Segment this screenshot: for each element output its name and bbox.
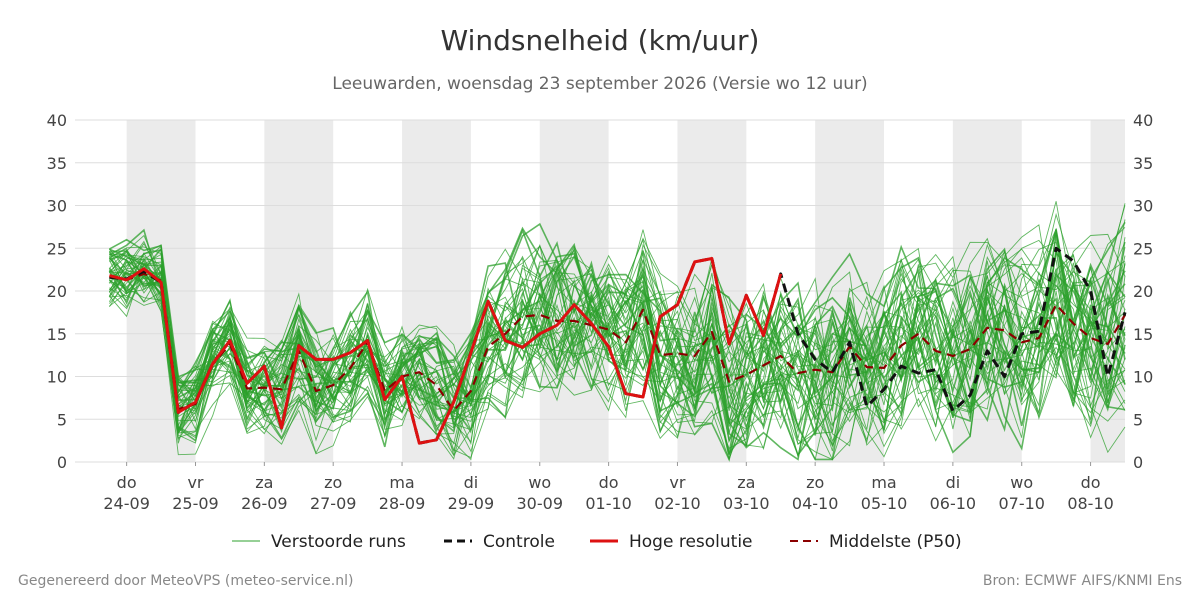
series-line-hires	[109, 257, 783, 445]
x-tick-date-1: 25-09	[172, 494, 219, 513]
ensemble-run-35	[108, 234, 1126, 457]
x-tick-day-3: zo	[324, 473, 342, 492]
ensemble-run-47	[109, 237, 1126, 455]
x-tick-day-8: vr	[669, 473, 685, 492]
ensemble-run-43	[108, 251, 1126, 430]
y-tick-left-5: 5	[57, 410, 67, 429]
x-tick-date-10: 04-10	[792, 494, 839, 513]
y-tick-right-10: 10	[1133, 368, 1153, 387]
x-tick-date-12: 06-10	[930, 494, 977, 513]
y-tick-right-5: 5	[1133, 410, 1143, 429]
ensemble-run-44	[108, 252, 1126, 445]
x-tick-day-9: za	[737, 473, 755, 492]
x-axis: do 24-09 vr 25-09 za 26-09 zo 27-09 ma 28-09 di 29-…	[103, 462, 1114, 513]
x-tick-day-10: zo	[806, 473, 824, 492]
footer-source: Bron: ECMWF AIFS/KNMI Ens	[983, 573, 1182, 589]
x-tick-date-14: 08-10	[1067, 494, 1114, 513]
y-axis-left: 0 5 10 15 20 25 30 35 40	[47, 111, 67, 472]
y-tick-left-40: 40	[47, 111, 67, 130]
ensemble-run-17	[109, 233, 1126, 459]
chart-title: Windsnelheid (km/uur)	[441, 24, 760, 57]
x-tick-day-13: wo	[1010, 473, 1033, 492]
x-tick-date-6: 30-09	[517, 494, 564, 513]
y-tick-left-35: 35	[47, 154, 67, 173]
y-tick-left-0: 0	[57, 453, 67, 472]
ensemble-run-48	[109, 273, 1126, 428]
ensemble-run-32	[109, 250, 1126, 434]
y-tick-left-30: 30	[47, 197, 67, 216]
main-series	[109, 246, 1127, 445]
x-tick-date-0: 24-09	[103, 494, 150, 513]
x-tick-day-7: do	[599, 473, 619, 492]
x-tick-day-6: wo	[528, 473, 551, 492]
x-tick-date-8: 02-10	[654, 494, 701, 513]
x-tick-day-1: vr	[187, 473, 203, 492]
x-tick-day-0: do	[117, 473, 137, 492]
x-tick-day-5: di	[464, 473, 479, 492]
x-tick-date-9: 03-10	[723, 494, 770, 513]
x-tick-date-2: 26-09	[241, 494, 288, 513]
x-tick-day-12: di	[946, 473, 961, 492]
x-tick-date-13: 07-10	[998, 494, 1045, 513]
y-tick-left-10: 10	[47, 368, 67, 387]
y-tick-left-25: 25	[47, 239, 67, 258]
x-tick-date-4: 28-09	[379, 494, 426, 513]
ensemble-run-49	[109, 242, 1126, 445]
footer-generated-by: Gegenereerd door MeteoVPS (meteo-service…	[18, 573, 353, 589]
x-tick-day-14: do	[1081, 473, 1101, 492]
y-axis-right: 0 5 10 15 20 25 30 35 40	[1133, 111, 1153, 472]
ensemble-run-25	[108, 249, 1126, 461]
y-tick-right-35: 35	[1133, 154, 1153, 173]
x-tick-day-4: ma	[389, 473, 414, 492]
y-tick-right-25: 25	[1133, 239, 1153, 258]
legend-label-runs: Verstoorde runs	[271, 532, 406, 552]
x-tick-date-5: 29-09	[448, 494, 495, 513]
ensemble-run-45	[109, 222, 1126, 454]
ensemble-run-40	[108, 228, 1126, 433]
y-tick-left-15: 15	[47, 325, 67, 344]
ensemble-run-42	[109, 205, 1126, 429]
y-tick-right-40: 40	[1133, 111, 1153, 130]
legend: Verstoorde runs Controle Hoge resolutie …	[232, 532, 962, 552]
legend-label-hires: Hoge resolutie	[629, 532, 753, 552]
x-tick-day-2: za	[255, 473, 273, 492]
legend-label-control: Controle	[483, 532, 555, 552]
y-tick-left-20: 20	[47, 282, 67, 301]
series-line-median	[109, 272, 1126, 412]
x-tick-date-7: 01-10	[585, 494, 632, 513]
x-tick-day-11: ma	[871, 473, 896, 492]
chart-subtitle: Leeuwarden, woensdag 23 september 2026 (…	[332, 74, 867, 94]
x-tick-date-11: 05-10	[861, 494, 908, 513]
y-tick-right-0: 0	[1133, 453, 1143, 472]
y-tick-right-20: 20	[1133, 282, 1153, 301]
y-tick-right-30: 30	[1133, 197, 1153, 216]
ensemble-run-30	[108, 221, 1126, 456]
legend-label-median: Middelste (P50)	[829, 532, 962, 552]
x-tick-date-3: 27-09	[310, 494, 357, 513]
ensemble-run-19	[109, 257, 1126, 455]
y-tick-right-15: 15	[1133, 325, 1153, 344]
